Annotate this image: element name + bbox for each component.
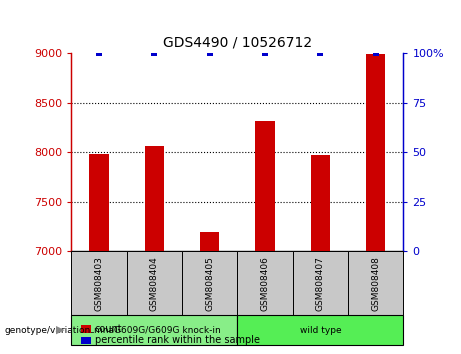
Point	[151, 50, 158, 56]
Text: wild type: wild type	[300, 326, 341, 335]
Text: genotype/variation: genotype/variation	[5, 326, 91, 335]
Bar	[237, 315, 403, 345]
Text: GSM808404: GSM808404	[150, 256, 159, 310]
Bar	[293, 251, 348, 315]
Text: GSM808406: GSM808406	[260, 256, 270, 311]
Text: GSM808403: GSM808403	[95, 256, 104, 311]
Text: count: count	[95, 324, 122, 333]
Bar	[255, 120, 275, 251]
Bar	[182, 251, 237, 315]
Point	[206, 50, 213, 56]
Bar	[348, 251, 403, 315]
Bar	[127, 251, 182, 315]
Text: LmnaG609G/G609G knock-in: LmnaG609G/G609G knock-in	[89, 326, 220, 335]
Bar	[237, 251, 293, 315]
Bar	[71, 315, 237, 345]
Text: percentile rank within the sample: percentile rank within the sample	[95, 335, 260, 345]
Bar	[311, 155, 330, 251]
Point	[372, 50, 379, 56]
Title: GDS4490 / 10526712: GDS4490 / 10526712	[163, 35, 312, 49]
Bar	[89, 154, 109, 251]
Text: GSM808408: GSM808408	[371, 256, 380, 311]
Bar	[71, 251, 127, 315]
Point	[95, 50, 103, 56]
Bar	[145, 146, 164, 251]
Text: ▶: ▶	[56, 325, 64, 335]
Bar	[200, 232, 219, 251]
Bar	[366, 54, 385, 251]
Point	[317, 50, 324, 56]
Text: GSM808405: GSM808405	[205, 256, 214, 311]
Text: GSM808407: GSM808407	[316, 256, 325, 311]
Point	[261, 50, 269, 56]
